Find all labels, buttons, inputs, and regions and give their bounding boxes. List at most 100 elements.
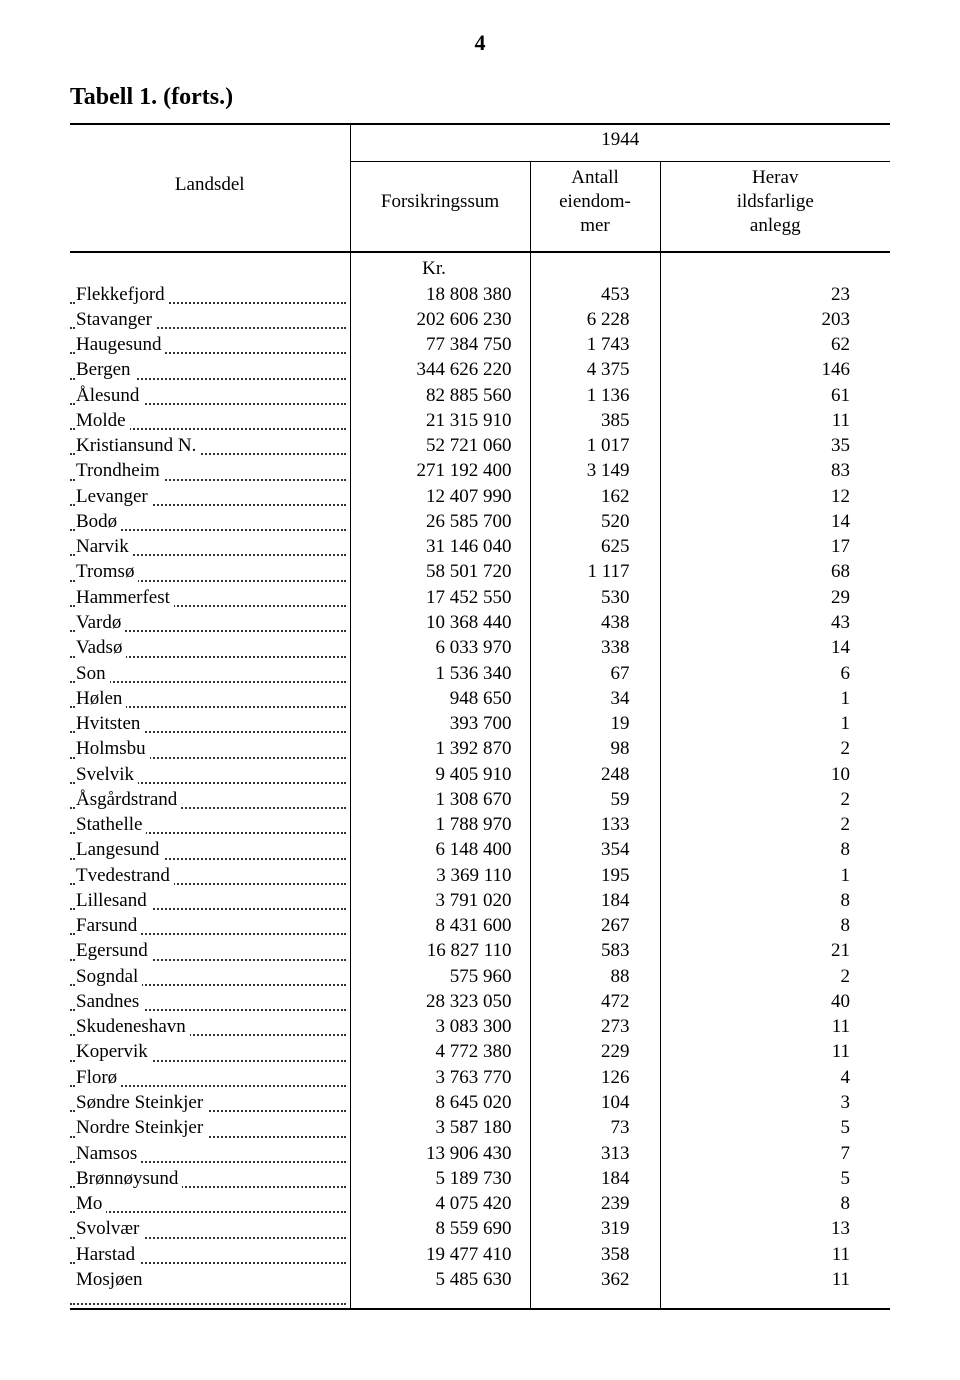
row-sum: 8 645 020 (350, 1090, 530, 1115)
row-herav: 2 (660, 736, 890, 761)
row-name: Bergen (76, 359, 135, 380)
row-sum: 6 033 970 (350, 635, 530, 660)
row-sum: 948 650 (350, 686, 530, 711)
row-herav: 17 (660, 534, 890, 559)
row-antall: 162 (530, 484, 660, 509)
row-sum: 8 559 690 (350, 1216, 530, 1241)
row-herav: 40 (660, 989, 890, 1014)
row-antall: 267 (530, 913, 660, 938)
row-name: Levanger (76, 486, 152, 507)
table-row: Søndre Steinkjer8 645 0201043 (70, 1090, 890, 1115)
row-sum: 3 791 020 (350, 888, 530, 913)
row-antall: 1 017 (530, 433, 660, 458)
row-sum: 5 189 730 (350, 1166, 530, 1191)
row-name: Mosjøen (76, 1269, 147, 1290)
row-herav: 6 (660, 661, 890, 686)
row-herav: 62 (660, 332, 890, 357)
row-herav: 203 (660, 307, 890, 332)
row-name: Stathelle (76, 814, 146, 835)
row-name: Vardø (76, 612, 125, 633)
table-row: Flekkefjord18 808 38045323 (70, 282, 890, 307)
row-name: Holmsbu (76, 738, 150, 759)
table-row: Mosjøen5 485 63036211 (70, 1267, 890, 1309)
row-antall: 520 (530, 509, 660, 534)
row-name: Son (76, 663, 110, 684)
row-herav: 8 (660, 837, 890, 862)
row-herav: 146 (660, 357, 890, 382)
table-row: Farsund8 431 6002678 (70, 913, 890, 938)
row-sum: 18 808 380 (350, 282, 530, 307)
col-herav-header: Herav ildsfarlige anlegg (737, 167, 814, 236)
table-row: Kopervik4 772 38022911 (70, 1039, 890, 1064)
row-herav: 1 (660, 863, 890, 888)
row-herav: 14 (660, 635, 890, 660)
table-row: Tromsø58 501 7201 11768 (70, 559, 890, 584)
row-name: Kopervik (76, 1041, 152, 1062)
row-antall: 67 (530, 661, 660, 686)
row-sum: 3 763 770 (350, 1065, 530, 1090)
row-name: Bodø (76, 511, 121, 532)
row-antall: 362 (530, 1267, 660, 1309)
row-sum: 393 700 (350, 711, 530, 736)
row-antall: 358 (530, 1242, 660, 1267)
row-herav: 2 (660, 812, 890, 837)
row-sum: 26 585 700 (350, 509, 530, 534)
row-antall: 3 149 (530, 458, 660, 483)
table-row: Namsos13 906 4303137 (70, 1141, 890, 1166)
row-antall: 1 117 (530, 559, 660, 584)
table-row: Levanger12 407 99016212 (70, 484, 890, 509)
row-antall: 19 (530, 711, 660, 736)
row-antall: 472 (530, 989, 660, 1014)
row-herav: 11 (660, 1242, 890, 1267)
table-row: Ålesund82 885 5601 13661 (70, 383, 890, 408)
row-name: Sogndal (76, 966, 142, 987)
row-name: Narvik (76, 536, 133, 557)
table-title: Tabell 1. (forts.) (70, 84, 233, 110)
row-antall: 6 228 (530, 307, 660, 332)
row-herav: 2 (660, 964, 890, 989)
row-antall: 248 (530, 762, 660, 787)
row-sum: 52 721 060 (350, 433, 530, 458)
row-herav: 4 (660, 1065, 890, 1090)
table-row: Åsgårdstrand1 308 670592 (70, 787, 890, 812)
table-row: Skudeneshavn3 083 30027311 (70, 1014, 890, 1039)
row-sum: 1 788 970 (350, 812, 530, 837)
table-row: Sandnes28 323 05047240 (70, 989, 890, 1014)
table-row: Stathelle1 788 9701332 (70, 812, 890, 837)
row-name: Namsos (76, 1143, 141, 1164)
row-name: Molde (76, 410, 130, 431)
row-sum: 202 606 230 (350, 307, 530, 332)
table-row: Hammerfest17 452 55053029 (70, 585, 890, 610)
row-sum: 21 315 910 (350, 408, 530, 433)
row-herav: 3 (660, 1090, 890, 1115)
col-antall-header: Antall eiendom- mer (559, 167, 631, 236)
row-herav: 43 (660, 610, 890, 635)
table-row: Florø3 763 7701264 (70, 1065, 890, 1090)
row-name: Hvitsten (76, 713, 144, 734)
row-antall: 338 (530, 635, 660, 660)
row-herav: 11 (660, 1267, 890, 1309)
table-body: Kr.Flekkefjord18 808 38045323Stavanger20… (70, 252, 890, 1309)
col-forsikringssum-header: Forsikringssum (381, 191, 499, 212)
row-sum: 19 477 410 (350, 1242, 530, 1267)
row-name: Tvedestrand (76, 865, 174, 886)
row-name: Florø (76, 1067, 121, 1088)
row-sum: 4 772 380 (350, 1039, 530, 1064)
row-herav: 68 (660, 559, 890, 584)
row-herav: 11 (660, 1039, 890, 1064)
row-herav: 11 (660, 408, 890, 433)
row-antall: 354 (530, 837, 660, 862)
row-antall: 195 (530, 863, 660, 888)
year-header: 1944 (601, 129, 639, 150)
row-antall: 273 (530, 1014, 660, 1039)
row-name: Flekkefjord (76, 284, 169, 305)
row-antall: 104 (530, 1090, 660, 1115)
row-name: Lillesand (76, 890, 151, 911)
row-herav: 23 (660, 282, 890, 307)
row-sum: 9 405 910 (350, 762, 530, 787)
row-sum: 16 827 110 (350, 938, 530, 963)
table-row: Vardø10 368 44043843 (70, 610, 890, 635)
table-row: Tvedestrand3 369 1101951 (70, 863, 890, 888)
row-name: Vadsø (76, 637, 126, 658)
table-row: Hølen948 650341 (70, 686, 890, 711)
